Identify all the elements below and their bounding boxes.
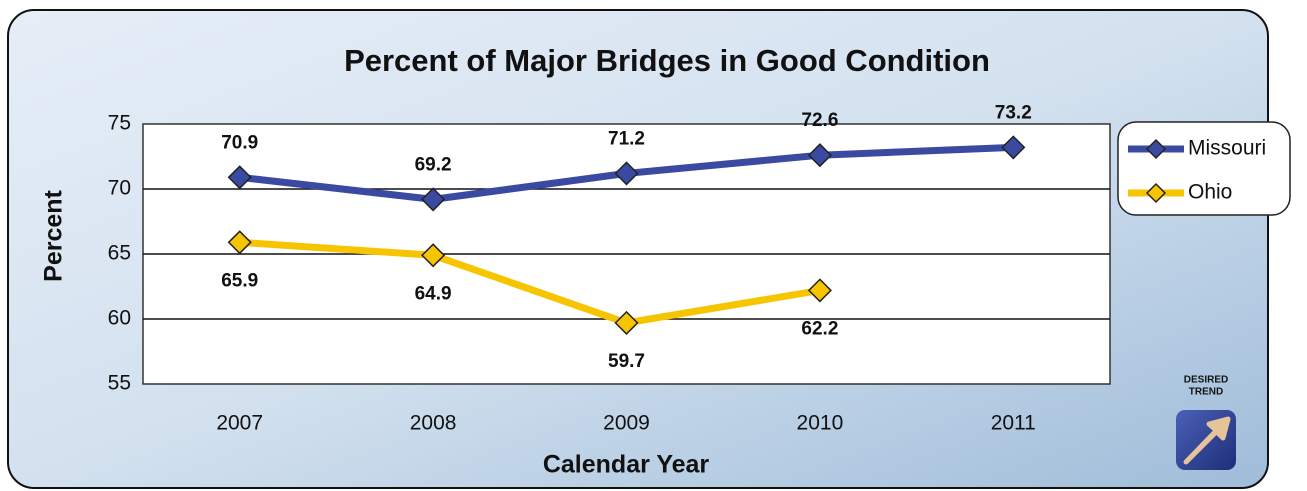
marker [614,310,639,335]
data-label: 59.7 [608,351,645,372]
data-label: 64.9 [415,283,452,304]
marker [227,165,252,190]
data-label: 69.2 [415,154,452,175]
x-tick-label: 2010 [797,412,844,435]
data-label: 72.6 [801,110,838,131]
marker [421,243,446,268]
marker [614,161,639,186]
data-label: 62.2 [801,318,838,339]
x-axis-label: Calendar Year [543,451,710,479]
annotation: DESIRED [1184,375,1228,386]
x-tick-label: 2009 [603,412,650,435]
annotation: TREND [1189,387,1223,398]
data-label: 73.2 [995,102,1032,123]
trend-arrow [1183,416,1231,465]
chart-title: Percent of Major Bridges in Good Conditi… [344,43,990,78]
series-line [239,238,821,327]
y-axis-label: Percent [40,189,68,281]
data-label: 71.2 [608,128,645,149]
marker [227,230,252,255]
legend-marker [1145,138,1167,160]
y-tick-label: 55 [108,372,131,395]
marker [807,278,832,303]
marker [1001,135,1026,160]
y-tick-label: 70 [108,177,131,200]
data-label: 70.9 [221,132,258,153]
y-tick-label: 75 [108,112,131,135]
legend-label: Missouri [1188,137,1266,160]
x-tick-label: 2011 [991,412,1036,435]
legend-label: Ohio [1188,181,1232,204]
x-tick-label: 2007 [216,412,263,435]
x-tick-label: 2008 [410,412,457,435]
marker [807,143,832,168]
data-label: 65.9 [221,270,258,291]
y-tick-label: 65 [108,242,131,265]
legend-marker [1145,182,1167,204]
y-tick-label: 60 [108,307,131,330]
marker [421,187,446,212]
